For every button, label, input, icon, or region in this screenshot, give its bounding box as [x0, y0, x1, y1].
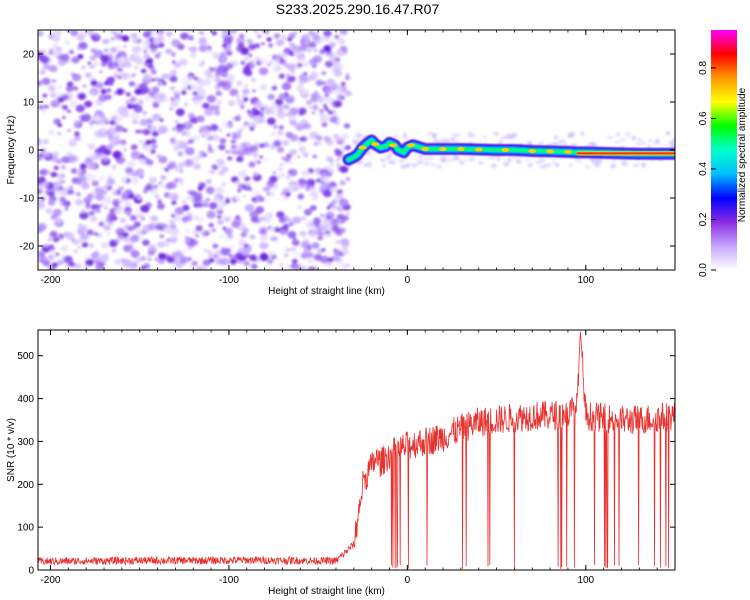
snr-panel: -200 -100 0 100 0 100 200 300 400 500 Height of st…: [6, 329, 676, 597]
bottom-y-tick-label: 200: [17, 480, 34, 491]
top-x-tick-label: 100: [577, 275, 594, 286]
top-y-tick-label: -20: [20, 242, 35, 253]
bottom-plot-frame: [37, 329, 676, 571]
colorbar-label: Normalized spectral amplitude: [737, 87, 748, 222]
colorbar-tick-label: 0.6: [698, 111, 709, 125]
colorbar: 0.0 0.2 0.4 0.6 0.8 Normalized spectral ampli…: [698, 30, 748, 277]
colorbar-gradient: [711, 30, 737, 270]
bottom-y-tick-label: 500: [17, 351, 34, 362]
signal-peaks: [358, 142, 572, 154]
snr-line: [38, 331, 675, 570]
top-y-axis-label: Frequency (Hz): [6, 116, 17, 185]
bottom-y-tick-label: 0: [28, 566, 34, 577]
colorbar-tick-label: 0.4: [698, 162, 709, 176]
top-y-tick-label: 20: [23, 50, 35, 61]
signal-track: [342, 134, 675, 166]
top-x-tick-label: 0: [405, 275, 411, 286]
colorbar-tick-label: 0.8: [698, 61, 709, 75]
bottom-y-axis-label: SNR (10 * v/v): [6, 418, 17, 482]
noise-speckle: [38, 30, 352, 270]
colorbar-tick-label: 0.2: [698, 212, 709, 226]
top-x-tick-label: -200: [40, 275, 60, 286]
bottom-x-tick-label: 0: [405, 575, 411, 586]
bottom-y-tick-label: 300: [17, 437, 34, 448]
bottom-x-axis-label: Height of straight line (km): [268, 586, 385, 597]
top-x-axis-label: Height of straight line (km): [268, 286, 385, 297]
bottom-x-tick-label: 100: [577, 575, 594, 586]
bottom-y-tick-label: 400: [17, 394, 34, 405]
top-y-tick-label: -10: [20, 194, 35, 205]
figure-title: S233.2025.290.16.47.R07: [275, 1, 440, 17]
bottom-x-tick-label: -200: [40, 575, 60, 586]
bottom-x-tick-label: -100: [219, 575, 239, 586]
top-x-tick-label: -100: [219, 275, 239, 286]
top-y-tick-label: 10: [23, 98, 35, 109]
colorbar-tick-label: 0.0: [698, 263, 709, 277]
bottom-y-tick-label: 100: [17, 523, 34, 534]
top-y-tick-label: 0: [28, 146, 34, 157]
